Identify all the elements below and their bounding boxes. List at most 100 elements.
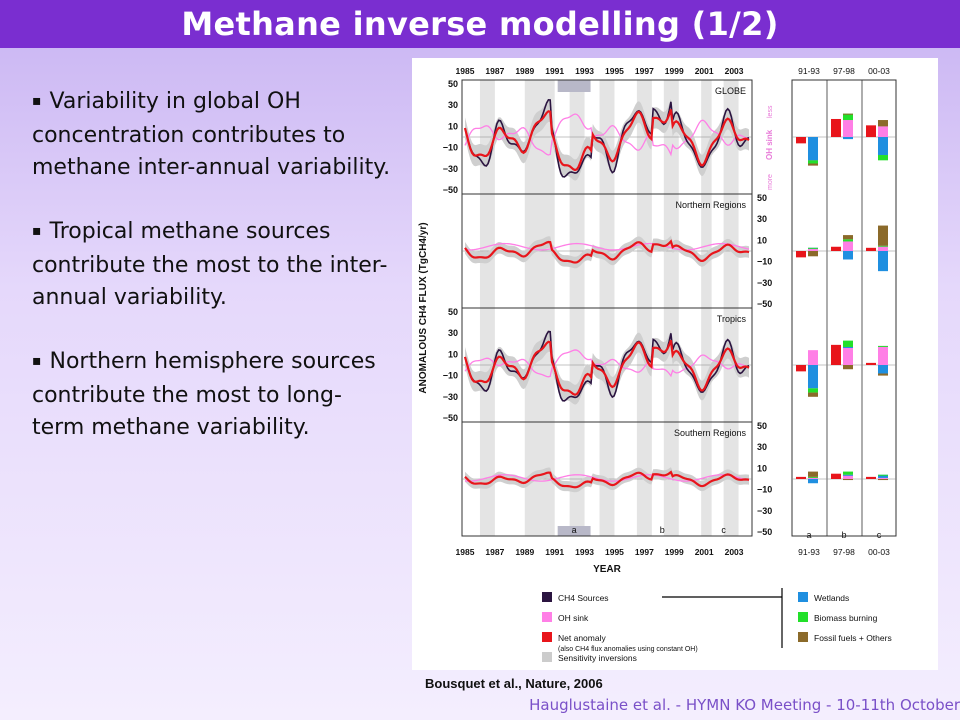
- y-tick-label: 10: [757, 235, 767, 245]
- source-bar: [808, 137, 818, 161]
- x-tick-label: 2001: [695, 547, 714, 557]
- title-bar: Methane inverse modelling (1/2): [0, 0, 960, 48]
- oh-sink-bar: [843, 120, 853, 137]
- net-anomaly-bar: [831, 473, 841, 479]
- oh-sink-bar: [843, 346, 853, 365]
- legend-swatch: [542, 592, 552, 602]
- bullet-item: ▪ Tropical methane sources contribute the…: [32, 216, 392, 314]
- bullet-marker: ▪: [32, 353, 42, 369]
- slide-title: Methane inverse modelling (1/2): [181, 5, 779, 43]
- legend-label: Fossil fuels + Others: [814, 633, 892, 643]
- bullet-list: ▪ Variability in global OH concentration …: [32, 86, 392, 476]
- source-bar: [878, 365, 888, 374]
- bar-footer: 00-03: [868, 547, 890, 557]
- bullet-item: ▪ Northern hemisphere sources contribute …: [32, 346, 392, 444]
- x-tick-label-top: 2003: [725, 66, 744, 76]
- source-bar: [878, 479, 888, 481]
- y-tick-label: −50: [443, 185, 458, 195]
- net-anomaly-bar: [866, 362, 876, 365]
- bullet-item: ▪ Variability in global OH concentration …: [32, 86, 392, 184]
- source-bar: [843, 113, 853, 121]
- y-tick-label: 30: [757, 442, 767, 452]
- y-tick-label: −50: [443, 413, 458, 423]
- legend-swatch: [542, 652, 552, 662]
- source-bar: [878, 474, 888, 476]
- legend-label: OH sink: [558, 613, 589, 623]
- y-axis-label: ANOMALOUS CH4 FLUX (TgCH4/yr): [418, 222, 429, 393]
- net-anomaly-bar: [866, 125, 876, 137]
- oh-sink-label: OH sink: [765, 129, 774, 160]
- legend-swatch: [798, 612, 808, 622]
- net-anomaly-bar: [831, 118, 841, 137]
- bullet-text: Variability in global OH concentration c…: [32, 89, 391, 180]
- source-bar: [808, 160, 818, 164]
- y-tick-label: −10: [757, 485, 772, 495]
- net-anomaly-bar: [796, 251, 806, 258]
- period-a-marker-bottom: [557, 526, 591, 536]
- footer-credit: Hauglustaine et al. - HYMN KO Meeting - …: [529, 696, 960, 714]
- sensitivity-band: [464, 330, 750, 405]
- y-tick-label: 10: [448, 121, 458, 131]
- bar-header: 91-93: [798, 66, 820, 76]
- legend-label: Wetlands: [814, 593, 849, 603]
- oh-sink-bar: [878, 126, 888, 137]
- y-tick-label: 30: [448, 328, 458, 338]
- source-bar: [843, 235, 853, 240]
- oh-sink-line: [464, 474, 750, 482]
- source-bar: [808, 388, 818, 393]
- bar-header: 00-03: [868, 66, 890, 76]
- oh-sink-bar: [878, 345, 888, 365]
- ch4-sources-line: [464, 330, 750, 402]
- bullet-text: Tropical methane sources contribute the …: [32, 219, 388, 310]
- bar-frame: [791, 79, 897, 537]
- oh-sink-bar: [808, 350, 818, 365]
- source-bar: [878, 120, 888, 127]
- source-bar: [808, 163, 818, 166]
- oh-sink-bar: [878, 245, 888, 251]
- y-tick-label: 10: [448, 349, 458, 359]
- panel-label: GLOBE: [715, 86, 746, 96]
- y-tick-label: 50: [448, 79, 458, 89]
- net-anomaly-bar: [796, 365, 806, 372]
- bullet-marker: ▪: [32, 93, 42, 109]
- y-tick-label: 50: [757, 193, 767, 203]
- methane-figure: GLOBE 50 30 10 −10 −30 −50 Northern Regions 50 30…: [412, 58, 938, 670]
- source-bar: [843, 340, 853, 347]
- legend-label: CH4 Sources: [558, 593, 609, 603]
- x-tick-label: 1987: [485, 547, 504, 557]
- y-tick-label: −50: [757, 527, 772, 537]
- y-tick-label: −50: [757, 299, 772, 309]
- net-anomaly-bar: [831, 246, 841, 251]
- x-tick-label: 1991: [545, 547, 564, 557]
- oh-sink-bar: [843, 474, 853, 479]
- y-tick-label: 10: [757, 463, 767, 473]
- legend-swatch: [542, 612, 552, 622]
- legend-label: Net anomaly: [558, 633, 606, 643]
- bar-header: 97-98: [833, 66, 855, 76]
- oh-sink-bar: [843, 241, 853, 251]
- bar-period-label: b: [841, 530, 846, 540]
- source-bar: [843, 346, 853, 348]
- source-bar: [843, 471, 853, 475]
- oh-sink-more-label: more: [767, 174, 774, 190]
- source-bar: [843, 251, 853, 260]
- legend-swatch: [798, 632, 808, 642]
- sensitivity-band: [464, 235, 750, 269]
- x-tick-label-top: 1987: [485, 66, 504, 76]
- net-anomaly-line: [464, 470, 750, 489]
- oh-sink-bar: [808, 476, 818, 479]
- x-tick-label: 1989: [515, 547, 534, 557]
- panel-label: Northern Regions: [675, 200, 746, 210]
- y-tick-label: 30: [448, 100, 458, 110]
- oh-sink-less-label: less: [767, 105, 774, 118]
- sensitivity-band: [464, 467, 750, 493]
- x-tick-label: 1997: [635, 547, 654, 557]
- period-label: b: [660, 525, 665, 535]
- source-bar: [843, 137, 853, 140]
- source-bar: [878, 245, 888, 247]
- x-tick-label: 1993: [575, 547, 594, 557]
- legend-bracket: [662, 588, 783, 648]
- source-bar: [878, 225, 888, 246]
- net-anomaly-bar: [866, 247, 876, 251]
- x-tick-label: 1995: [605, 547, 624, 557]
